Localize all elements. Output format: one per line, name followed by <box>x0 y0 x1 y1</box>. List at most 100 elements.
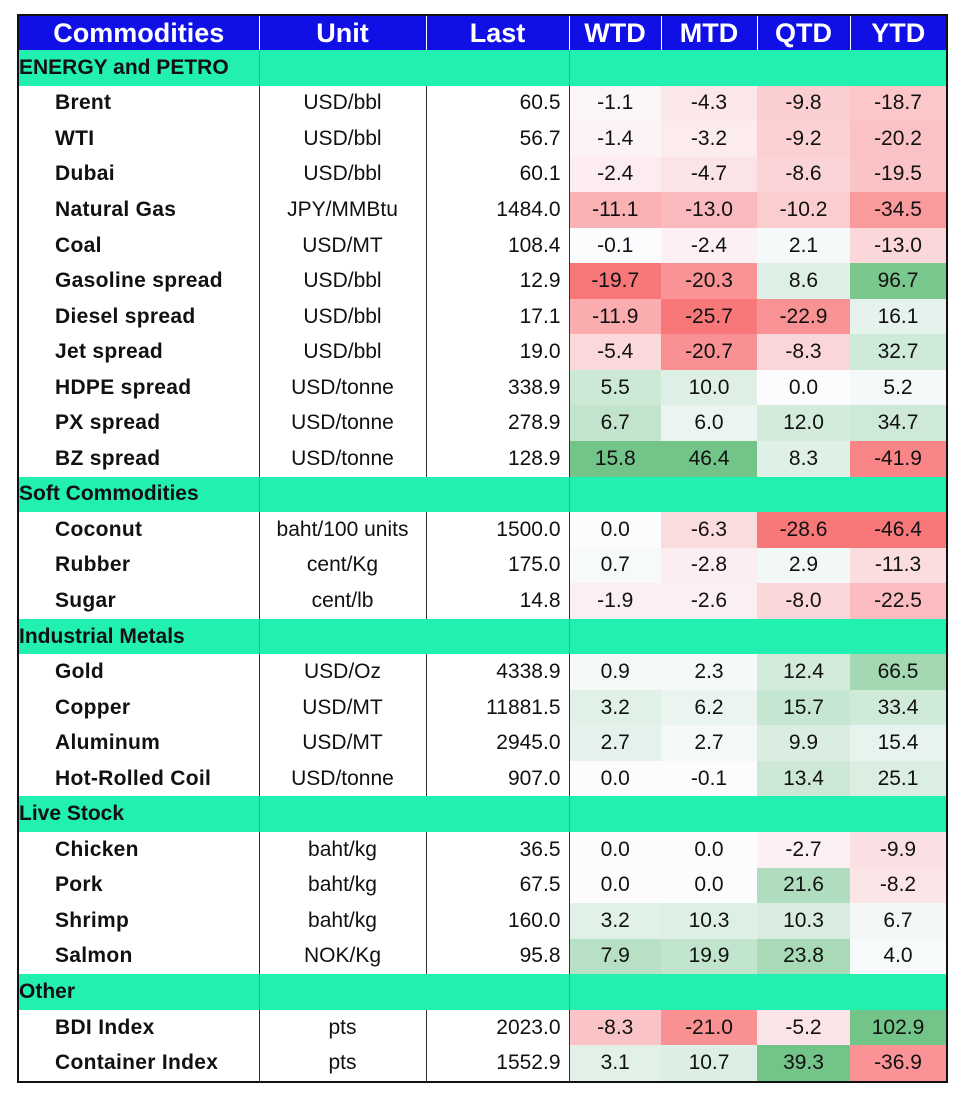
ytd-value: -36.9 <box>850 1045 947 1082</box>
table-row: Gold USD/Oz 4338.9 0.9 2.3 12.4 66.5 <box>18 654 947 690</box>
commodity-name: Aluminum <box>18 725 260 761</box>
ytd-value: 15.4 <box>850 725 947 761</box>
section-fill <box>259 974 570 1010</box>
header-ytd: YTD <box>850 15 947 50</box>
last-value: 60.1 <box>426 156 570 193</box>
table-row: Chicken baht/kg 36.5 0.0 0.0 -2.7 -9.9 <box>18 832 947 868</box>
unit-cell: USD/MT <box>259 689 427 726</box>
commodity-name: Shrimp <box>18 903 260 939</box>
qtd-value: 23.8 <box>757 938 850 975</box>
ytd-value: 34.7 <box>850 405 947 442</box>
last-value: 338.9 <box>426 369 570 406</box>
section-fill <box>259 50 570 86</box>
unit-cell: USD/tonne <box>259 369 427 406</box>
qtd-value: -8.0 <box>757 583 850 619</box>
mtd-value: 0.0 <box>661 832 757 868</box>
qtd-value: 12.0 <box>757 405 850 442</box>
table-body: ENERGY and PETRO Brent USD/bbl 60.5 -1.1 -4.3… <box>18 50 947 1082</box>
last-value: 14.8 <box>426 583 570 619</box>
section-row: Live Stock <box>18 796 947 833</box>
unit-cell: baht/100 units <box>259 512 427 548</box>
mtd-value: 6.2 <box>661 689 757 726</box>
unit-cell: USD/bbl <box>259 156 427 193</box>
wtd-value: -11.9 <box>569 298 661 335</box>
wtd-value: -1.9 <box>569 583 661 619</box>
section-fill <box>259 796 570 833</box>
ytd-value: -9.9 <box>850 832 947 868</box>
unit-cell: USD/tonne <box>259 760 427 797</box>
ytd-value: 5.2 <box>850 369 947 406</box>
qtd-value: 9.9 <box>757 725 850 761</box>
qtd-value: -9.2 <box>757 121 850 157</box>
wtd-value: 0.0 <box>569 760 661 797</box>
wtd-value: 15.8 <box>569 441 661 477</box>
mtd-value: -0.1 <box>661 760 757 797</box>
qtd-value: 0.0 <box>757 369 850 406</box>
last-value: 2945.0 <box>426 725 570 761</box>
mtd-value: 46.4 <box>661 441 757 477</box>
section-name: Soft Commodities <box>18 476 260 513</box>
table-row: Pork baht/kg 67.5 0.0 0.0 21.6 -8.2 <box>18 867 947 904</box>
table-row: Jet spread USD/bbl 19.0 -5.4 -20.7 -8.3 32.7 <box>18 334 947 370</box>
header-qtd: QTD <box>757 15 851 50</box>
wtd-value: -2.4 <box>569 156 661 193</box>
section-name: Live Stock <box>18 796 260 833</box>
table-row: Shrimp baht/kg 160.0 3.2 10.3 10.3 6.7 <box>18 903 947 939</box>
unit-cell: cent/lb <box>259 583 427 619</box>
header-row: Commodities Unit Last WTD MTD QTD YTD <box>18 15 947 50</box>
commodity-name: Gasoline spread <box>18 263 260 299</box>
unit-cell: USD/MT <box>259 227 427 264</box>
mtd-value: -2.8 <box>661 547 757 584</box>
ytd-value: 4.0 <box>850 938 947 975</box>
last-value: 1500.0 <box>426 512 570 548</box>
unit-cell: baht/kg <box>259 903 427 939</box>
mtd-value: -2.4 <box>661 227 757 264</box>
section-name: Other <box>18 974 260 1010</box>
ytd-value: -8.2 <box>850 867 947 904</box>
commodity-name: BDI Index <box>18 1009 260 1046</box>
wtd-value: 7.9 <box>569 938 661 975</box>
qtd-value: 8.6 <box>757 263 850 299</box>
commodity-name: Sugar <box>18 583 260 619</box>
qtd-value: -2.7 <box>757 832 850 868</box>
ytd-value: -46.4 <box>850 512 947 548</box>
section-row: Soft Commodities <box>18 476 947 513</box>
commodity-name: Brent <box>18 85 260 122</box>
last-value: 2023.0 <box>426 1009 570 1046</box>
table-row: BDI Index pts 2023.0 -8.3 -21.0 -5.2 102.9 <box>18 1009 947 1046</box>
unit-cell: NOK/Kg <box>259 938 427 975</box>
section-fill <box>569 796 947 833</box>
unit-cell: USD/bbl <box>259 85 427 122</box>
unit-cell: baht/kg <box>259 867 427 904</box>
last-value: 4338.9 <box>426 654 570 690</box>
unit-cell: baht/kg <box>259 832 427 868</box>
last-value: 160.0 <box>426 903 570 939</box>
table-row: Hot-Rolled Coil USD/tonne 907.0 0.0 -0.1 13.4… <box>18 760 947 797</box>
last-value: 128.9 <box>426 441 570 477</box>
mtd-value: -2.6 <box>661 583 757 619</box>
commodity-name: Hot-Rolled Coil <box>18 760 260 797</box>
commodity-name: PX spread <box>18 405 260 442</box>
qtd-value: 13.4 <box>757 760 850 797</box>
wtd-value: -0.1 <box>569 227 661 264</box>
qtd-value: 12.4 <box>757 654 850 690</box>
table-row: Coal USD/MT 108.4 -0.1 -2.4 2.1 -13.0 <box>18 227 947 264</box>
wtd-value: 0.0 <box>569 867 661 904</box>
commodity-name: WTI <box>18 121 260 157</box>
mtd-value: 6.0 <box>661 405 757 442</box>
header-wtd: WTD <box>569 15 662 50</box>
commodity-name: Rubber <box>18 547 260 584</box>
qtd-value: 15.7 <box>757 689 850 726</box>
header-mtd: MTD <box>661 15 758 50</box>
ytd-value: 66.5 <box>850 654 947 690</box>
unit-cell: USD/tonne <box>259 405 427 442</box>
commodity-name: Chicken <box>18 832 260 868</box>
header-unit: Unit <box>259 15 427 50</box>
mtd-value: 10.0 <box>661 369 757 406</box>
commodity-name: Diesel spread <box>18 298 260 335</box>
qtd-value: 10.3 <box>757 903 850 939</box>
mtd-value: 19.9 <box>661 938 757 975</box>
commodity-name: Jet spread <box>18 334 260 370</box>
wtd-value: -19.7 <box>569 263 661 299</box>
mtd-value: -6.3 <box>661 512 757 548</box>
